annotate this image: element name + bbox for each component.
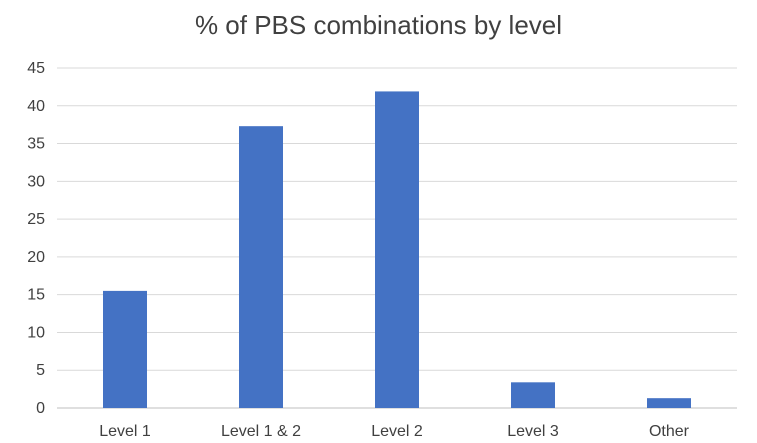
y-tick-label: 40 <box>27 98 45 115</box>
x-axis-labels: Level 1 Level 1 & 2 Level 2 Level 3 Other <box>99 423 689 440</box>
bars <box>103 91 691 408</box>
y-tick-label: 25 <box>27 211 45 228</box>
bar <box>647 398 691 408</box>
y-tick-label: 0 <box>36 400 45 417</box>
chart-title: % of PBS combinations by level <box>194 10 563 40</box>
y-tick-label: 35 <box>27 136 45 153</box>
x-tick-label: Other <box>649 423 690 440</box>
x-tick-label: Level 1 & 2 <box>221 423 301 440</box>
x-tick-label: Level 2 <box>371 423 423 440</box>
y-tick-label: 15 <box>27 287 45 304</box>
y-tick-label: 30 <box>27 173 45 190</box>
bar <box>375 91 419 408</box>
y-tick-label: 45 <box>27 60 45 77</box>
bar <box>103 290 147 408</box>
bar <box>239 126 283 408</box>
y-tick-label: 10 <box>27 324 45 341</box>
x-tick-label: Level 3 <box>507 423 559 440</box>
y-tick-label: 5 <box>36 362 45 379</box>
y-axis-ticks: 0 5 10 15 20 25 30 35 40 45 <box>27 60 45 417</box>
y-tick-label: 20 <box>27 249 45 266</box>
bar <box>511 382 555 408</box>
x-tick-label: Level 1 <box>99 423 151 440</box>
